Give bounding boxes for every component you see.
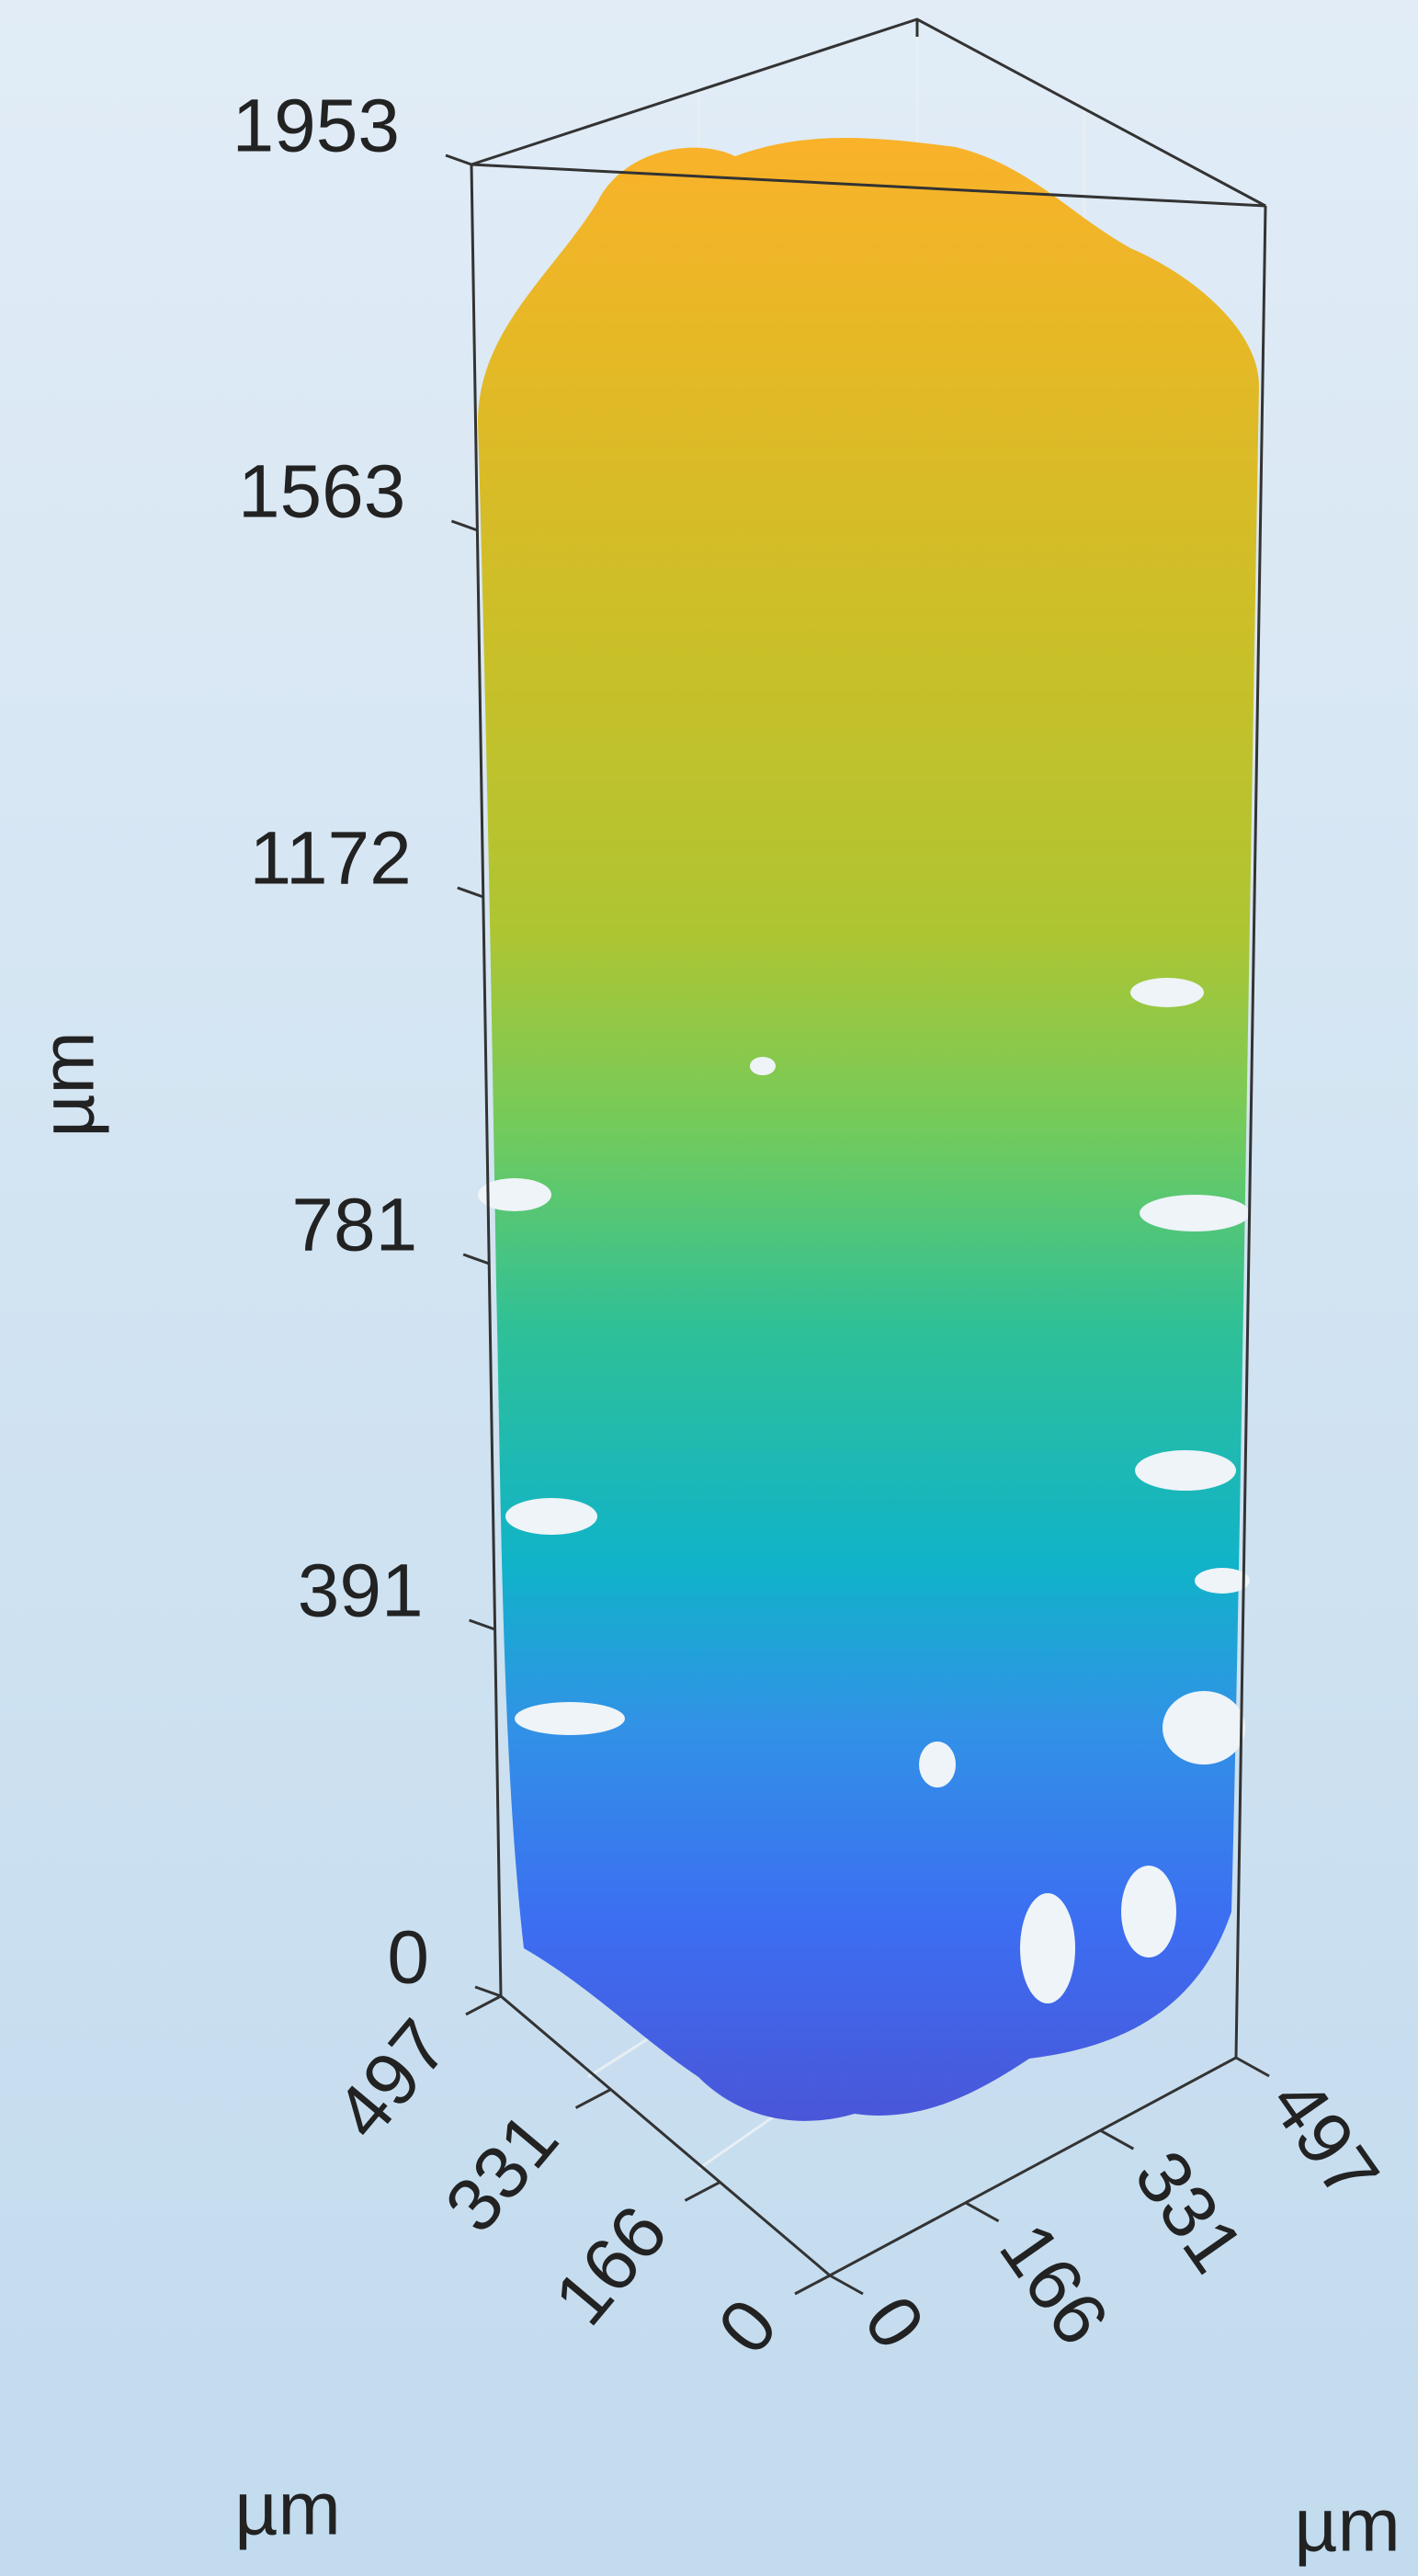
chart: µm µm µm 0391781117215631953016633149701… [0,0,1418,2576]
z-tick-label: 1563 [238,450,405,534]
page: {"chart_data": {"type": "volume3d", "zla… [0,0,1418,2576]
z-tick-label: 1953 [233,85,400,168]
z-tick-label: 781 [291,1184,417,1267]
z-tick-label: 1172 [249,817,411,901]
z-axis-label: µm [27,1031,110,1138]
z-tick-label: 391 [298,1549,424,1633]
x-axis-label: µm [1294,2484,1401,2568]
z-tick-label: 0 [387,1916,429,2000]
y-axis-label: µm [234,2468,341,2551]
volume-render [478,138,1259,2121]
